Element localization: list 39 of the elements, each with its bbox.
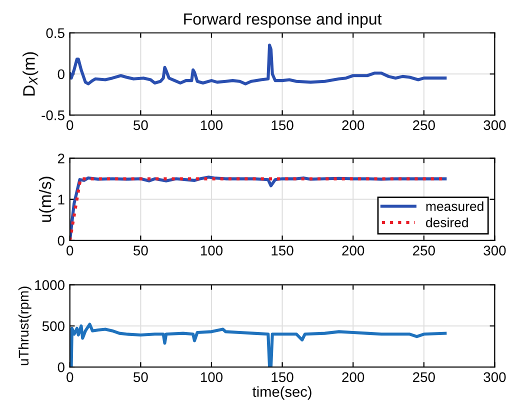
- x-tick-label: 0: [66, 246, 74, 256]
- x-tick-label: 0: [66, 372, 74, 382]
- y-tick-label: 2: [58, 154, 64, 164]
- x-tick-label: 300: [484, 372, 506, 382]
- x-tick-label: 200: [342, 246, 364, 256]
- x-tick-label: 200: [342, 372, 364, 382]
- y-tick-label: 500: [42, 321, 64, 332]
- legend-label: measured: [426, 201, 484, 212]
- y-axis-title: uThrust(rpm): [18, 286, 32, 366]
- x-axis-title: time(sec): [252, 386, 312, 400]
- x-tick-label: 100: [200, 246, 223, 256]
- x-tick-label: 250: [413, 372, 435, 382]
- y-tick-label: 1: [58, 194, 64, 204]
- x-tick-label: 300: [484, 120, 506, 130]
- line-series: [70, 44, 447, 86]
- x-tick-label: 50: [134, 246, 148, 256]
- x-tick-label: 100: [200, 120, 223, 130]
- x-tick-label: 150: [272, 120, 294, 130]
- x-tick-label: 200: [342, 120, 364, 130]
- x-tick-label: 300: [484, 246, 506, 256]
- legend-label: desired: [426, 218, 468, 228]
- y-tick-label: -0.5: [42, 110, 64, 120]
- x-tick-label: 150: [272, 246, 294, 256]
- x-tick-label: 50: [134, 120, 148, 130]
- x-tick-label: 0: [66, 120, 74, 130]
- y-tick-label: 0: [58, 69, 64, 80]
- x-tick-label: 50: [134, 372, 148, 382]
- line-series: [70, 322, 447, 368]
- y-tick-label: 0.5: [46, 28, 64, 38]
- x-tick-label: 250: [413, 120, 435, 130]
- y-axis-title: u(m/s): [38, 176, 54, 222]
- y-axis-title: D$_{X}$(m): [22, 52, 38, 96]
- y-tick-label: 0: [58, 362, 64, 372]
- x-tick-label: 150: [272, 372, 294, 382]
- x-tick-label: 250: [413, 246, 435, 256]
- y-tick-label: 1000: [35, 280, 64, 290]
- chart-title: Forward response and input: [184, 12, 382, 28]
- x-tick-label: 100: [200, 372, 223, 382]
- y-tick-label: 0: [58, 236, 64, 246]
